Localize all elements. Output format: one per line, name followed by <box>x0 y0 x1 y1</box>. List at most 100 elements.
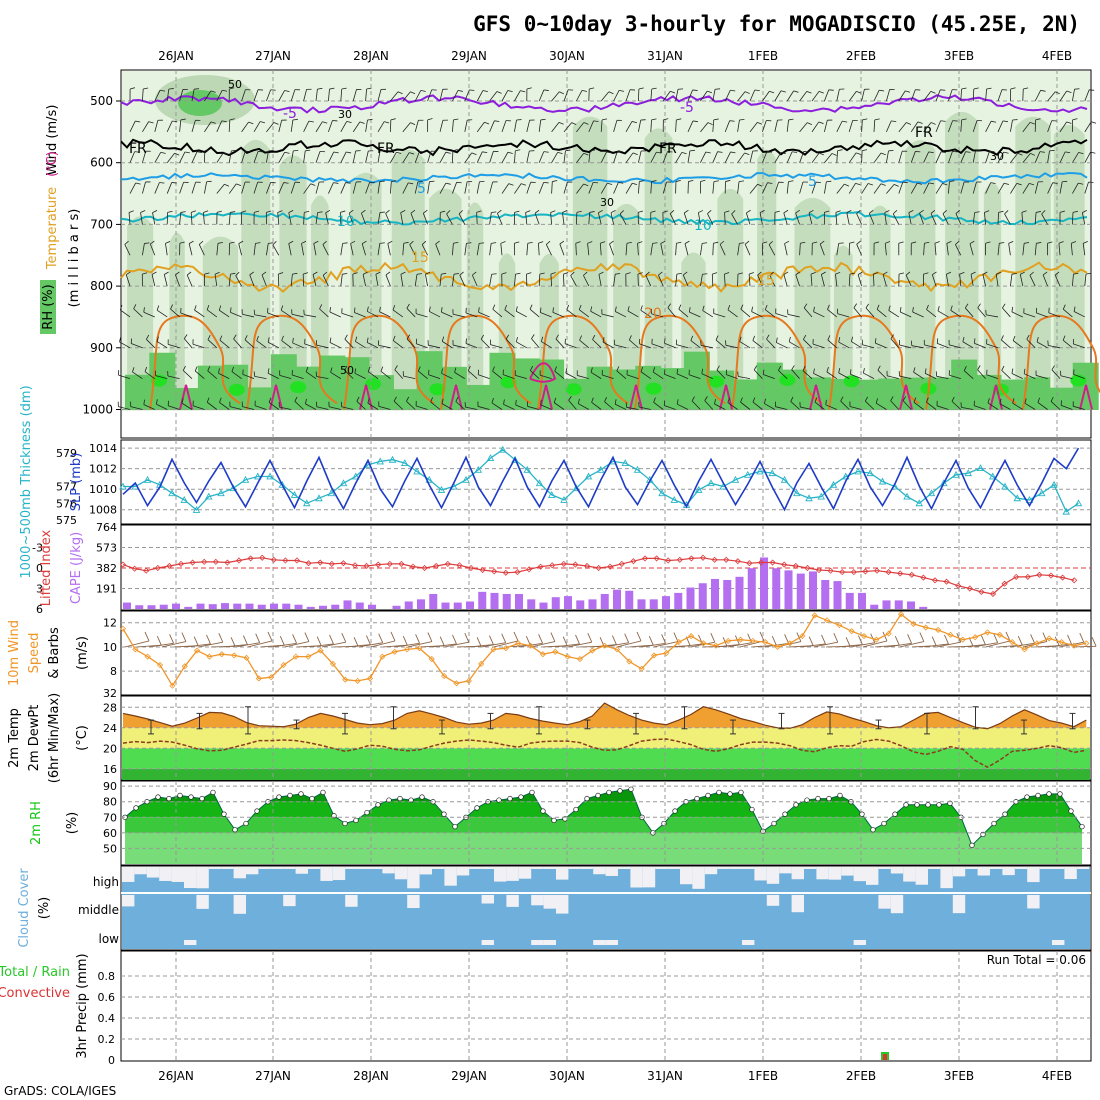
wind-barb-flag <box>803 303 808 309</box>
wind-barb <box>913 371 924 379</box>
label-thickness: 1000~500mb Thickness (dm) <box>19 385 34 578</box>
wind-barb-flag <box>813 368 815 374</box>
wind-barb <box>414 90 422 102</box>
wind-barb-flag <box>611 635 617 645</box>
thickness-point <box>805 494 813 502</box>
wind-barb <box>439 89 444 102</box>
wind-barb <box>414 120 419 132</box>
rh-column <box>391 149 425 410</box>
wind-barb <box>955 213 962 225</box>
wind-barb <box>170 308 180 318</box>
wind-barb <box>1050 401 1061 410</box>
wind-barb <box>156 309 168 318</box>
wind-barb-flag <box>562 210 568 213</box>
wind-barb <box>554 370 565 379</box>
wind-barb <box>204 90 212 102</box>
label-cloud-cover: Cloud Cover <box>17 868 32 948</box>
wind-barb <box>241 121 249 133</box>
cloud-high-gap <box>952 867 966 877</box>
cloud-high-gap <box>531 867 544 869</box>
wind-barb <box>228 274 231 287</box>
wind-barb <box>1073 405 1085 410</box>
cloud-high-gap <box>605 867 618 876</box>
wind-barb-flag <box>688 180 694 182</box>
cloud-level-low: low <box>99 932 120 946</box>
wind-barb <box>1037 402 1048 410</box>
lifted-index-point <box>688 555 695 562</box>
label-celsius: (°C) <box>45 151 60 177</box>
rh2m-point <box>826 795 832 802</box>
wind-barb-flag <box>233 334 237 340</box>
cape-bar <box>466 601 474 609</box>
wind-barb-flag <box>379 180 385 183</box>
wind-barb <box>861 150 863 163</box>
cape-bar <box>245 603 254 609</box>
wind-barb <box>638 119 642 132</box>
cape-bar <box>821 580 830 609</box>
wind-barb <box>899 641 924 648</box>
wind-barb-flag <box>366 337 369 343</box>
wind-barb <box>856 213 862 225</box>
wind-barb <box>812 343 825 349</box>
rh-contour-label-50: 50 <box>340 364 354 377</box>
wind-barb-flag <box>156 635 162 646</box>
wind-barb <box>407 641 432 648</box>
lifted-index-point <box>734 558 741 565</box>
wind-barb-flag <box>700 179 706 182</box>
wind-barb-flag <box>288 240 294 244</box>
wind-barb-flag <box>464 632 470 643</box>
wind-barb-flag <box>219 397 222 403</box>
cloud-high-gap <box>357 867 370 869</box>
wind-barb <box>840 400 850 410</box>
wind-barb-flag <box>977 365 981 370</box>
wind-barb <box>128 212 131 225</box>
thickness-point <box>633 465 642 473</box>
wind-barb <box>740 308 751 318</box>
wind-barb-flag <box>776 337 778 343</box>
wind-barb <box>783 274 788 287</box>
wind-barb <box>377 181 381 194</box>
wind-barb-flag <box>882 631 888 642</box>
wind-barb-flag <box>783 271 789 275</box>
wind-barb-flag <box>421 240 427 245</box>
wind-barb <box>530 370 540 379</box>
wind-speed-point <box>897 611 905 618</box>
wind-speed-point <box>539 651 546 658</box>
wind-barb <box>427 151 432 163</box>
wind-barb-flag <box>362 271 368 275</box>
wind-barb-flag <box>844 183 850 187</box>
wind-barb-flag <box>515 336 518 343</box>
cape-bar <box>735 576 744 609</box>
wind-barb <box>982 274 986 287</box>
cape-bar <box>208 604 217 609</box>
cloud-high-gap <box>630 867 643 888</box>
rh-low-green <box>951 359 978 410</box>
lifted-index-point <box>920 574 927 581</box>
wind-barb <box>682 274 689 287</box>
date-label-top: 4FEB <box>1042 49 1072 63</box>
rh-low-green <box>854 379 880 410</box>
lifted-index-point <box>572 561 579 568</box>
wind-barb <box>811 182 817 194</box>
wind-barb <box>850 642 875 648</box>
wind-barb <box>838 644 863 648</box>
wind-barb-flag <box>235 271 240 276</box>
wind-barb-flag <box>658 271 663 276</box>
wind-barb-flag <box>930 91 936 94</box>
wind-barb <box>501 183 510 194</box>
wind-barb <box>838 341 850 349</box>
wind-barb <box>192 343 205 349</box>
wind-barb-flag <box>1055 91 1060 95</box>
rh-contour-label-30: 30 <box>990 150 1004 163</box>
cloud-mid-gap <box>890 895 904 914</box>
wind-barb-flag <box>717 151 723 153</box>
wind-barb <box>625 89 631 102</box>
thickness-point <box>413 467 421 475</box>
wind-barb <box>899 375 912 380</box>
wind-barb-flag <box>946 241 952 244</box>
wind-barb-flag <box>144 366 148 372</box>
wind-barb <box>820 274 825 287</box>
wind-barb-flag <box>754 89 760 92</box>
wind-barb-flag <box>744 152 750 156</box>
wind-barb-flag <box>515 399 517 406</box>
